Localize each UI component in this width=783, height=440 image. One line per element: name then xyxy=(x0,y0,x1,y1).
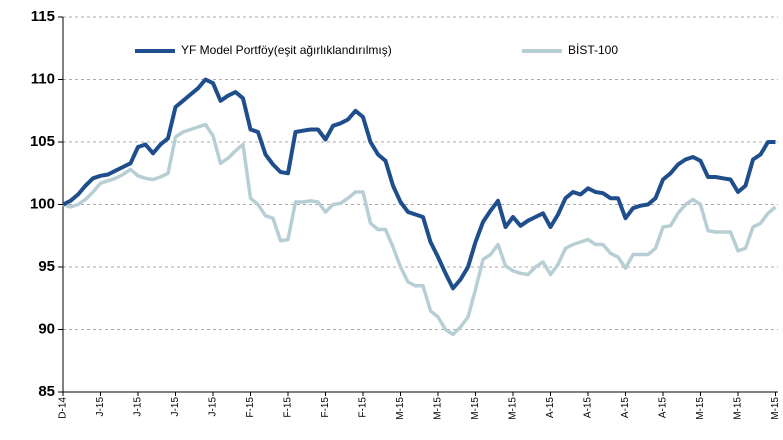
y-tick-label: 95 xyxy=(38,258,55,275)
y-tick-label: 100 xyxy=(30,195,55,212)
legend-label: YF Model Portföy(eşit ağırlıklandırılmış… xyxy=(181,43,392,57)
x-tick-label: A-15 xyxy=(545,397,556,419)
y-tick-label: 85 xyxy=(38,383,55,400)
y-tick-label: 115 xyxy=(31,8,55,25)
x-tick-label: M-15 xyxy=(733,397,744,420)
series-line xyxy=(62,122,777,337)
x-tick-label: F-15 xyxy=(358,397,369,418)
x-tick-label: M-15 xyxy=(395,397,406,420)
x-tick-label: A-15 xyxy=(620,397,631,419)
y-tick-label: 105 xyxy=(30,133,55,150)
x-tick-label: D-14 xyxy=(58,397,69,419)
series-line xyxy=(62,77,776,291)
x-tick-label: M-15 xyxy=(433,397,444,420)
legend-label: BİST-100 xyxy=(568,43,618,57)
x-tick-label: J-15 xyxy=(208,397,219,417)
y-tick-label: 110 xyxy=(31,70,55,87)
x-tick-label: M-15 xyxy=(508,397,519,420)
x-tick-label: F-15 xyxy=(320,397,331,418)
x-tick-label: M-15 xyxy=(770,397,781,420)
x-tick-label: F-15 xyxy=(283,397,294,418)
y-tick-label: 90 xyxy=(38,320,55,337)
x-tick-label: J-15 xyxy=(95,397,106,417)
x-tick-label: F-15 xyxy=(245,397,256,418)
x-tick-label: M-15 xyxy=(695,397,706,420)
x-tick-label: A-15 xyxy=(658,397,669,419)
x-tick-label: M-15 xyxy=(470,397,481,420)
x-tick-label: J-15 xyxy=(170,397,181,417)
x-tick-label: J-15 xyxy=(133,397,144,417)
x-tick-label: A-15 xyxy=(583,397,594,419)
